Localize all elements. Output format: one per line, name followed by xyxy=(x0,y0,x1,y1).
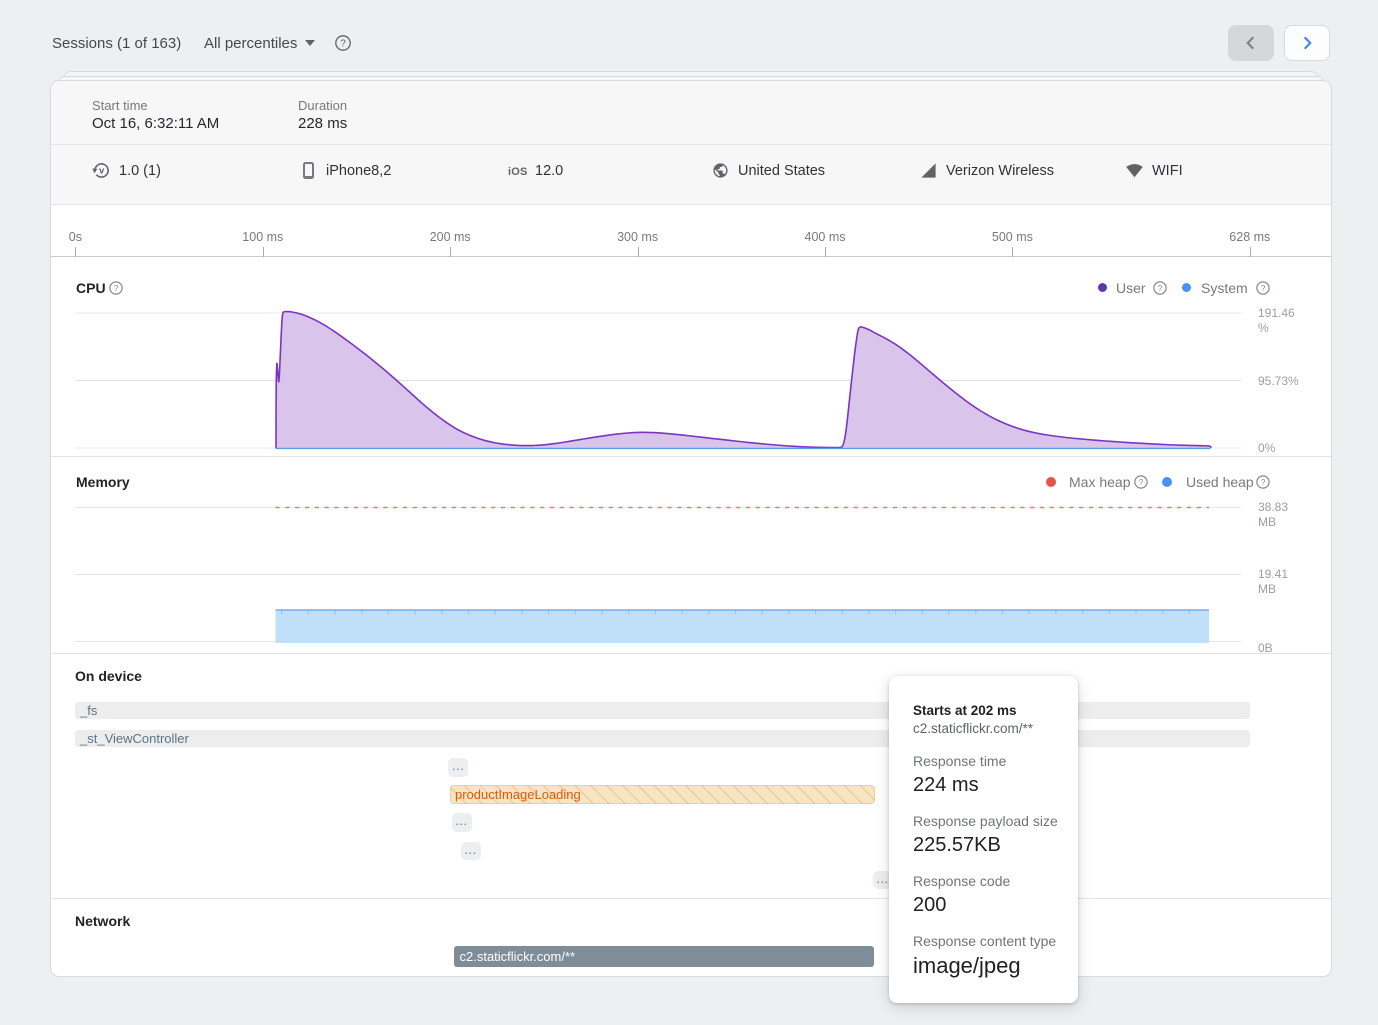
svg-text:?: ? xyxy=(1261,283,1266,293)
svg-text:?: ? xyxy=(1158,283,1163,293)
svg-text:?: ? xyxy=(340,39,346,50)
svg-text:?: ? xyxy=(1261,477,1266,487)
svg-text:?: ? xyxy=(114,283,119,293)
svg-text:v: v xyxy=(99,166,105,177)
svg-text:?: ? xyxy=(1139,477,1144,487)
